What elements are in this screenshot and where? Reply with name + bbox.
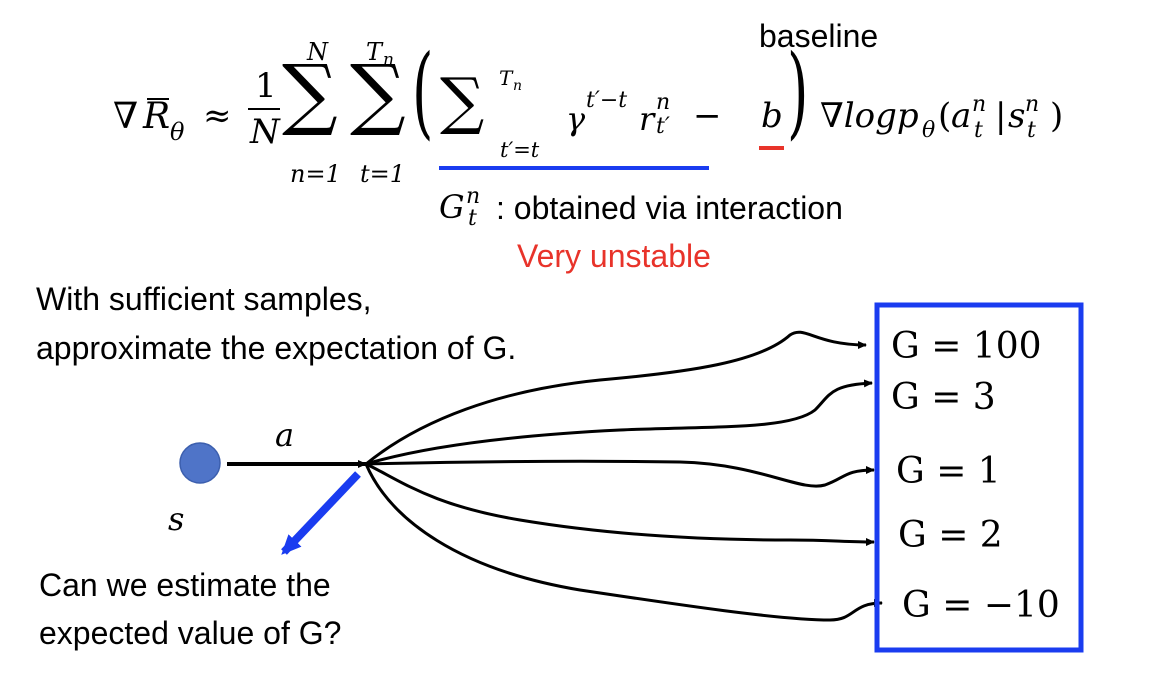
return-item: G = 1 bbox=[896, 451, 1001, 492]
g-subscript: t bbox=[468, 206, 477, 231]
grad-log-p: ∇logp bbox=[820, 96, 919, 136]
return-item: G = 100 bbox=[891, 326, 1042, 367]
question-line-1: Can we estimate the bbox=[39, 567, 331, 603]
sum3-sign: ∑ bbox=[440, 64, 485, 137]
close-paren: ) bbox=[1050, 96, 1064, 136]
sum3-upper-limit: T bbox=[499, 66, 513, 90]
g-description: : obtained via interaction bbox=[496, 190, 843, 226]
return-item: G = 2 bbox=[898, 515, 1003, 556]
right-big-paren: ) bbox=[787, 33, 809, 150]
baseline-underline bbox=[759, 146, 784, 150]
p-subscript-theta: θ bbox=[922, 118, 936, 143]
return-item: G = 3 bbox=[891, 377, 996, 418]
action-label: a bbox=[275, 416, 295, 454]
fraction-denominator: N bbox=[250, 112, 280, 152]
trajectory-to-g2 bbox=[365, 462, 875, 546]
baseline-label: baseline bbox=[759, 18, 879, 54]
open-paren: ( bbox=[938, 96, 952, 136]
trajectory-to-g1 bbox=[365, 459, 875, 488]
value-estimate-arrow bbox=[281, 471, 361, 555]
sum1-sign: ∑ bbox=[282, 49, 338, 139]
trajectory-to-g3 bbox=[365, 379, 873, 466]
reward-superscript: n bbox=[656, 90, 671, 115]
state-s: s bbox=[1008, 96, 1026, 136]
g-symbol: G bbox=[439, 188, 465, 226]
g-superscript: n bbox=[466, 184, 481, 209]
a-subscript: t bbox=[974, 118, 983, 143]
gamma-exponent: t′−t bbox=[586, 88, 628, 113]
reward-symbol: r bbox=[639, 100, 655, 138]
R-bar bbox=[147, 98, 169, 100]
fraction-bar bbox=[248, 108, 280, 110]
approx-symbol: ≈ bbox=[203, 96, 232, 136]
given-bar: | bbox=[995, 96, 1007, 136]
sum3-upper-subscript: n bbox=[513, 78, 523, 94]
left-big-paren: ( bbox=[412, 33, 434, 150]
sum3-lower-limit: t′=t bbox=[500, 138, 540, 162]
a-superscript: n bbox=[972, 92, 987, 117]
s-subscript: t bbox=[1027, 118, 1036, 143]
baseline-b: b bbox=[761, 96, 783, 136]
return-underline bbox=[439, 166, 709, 170]
unstable-label: Very unstable bbox=[517, 238, 711, 274]
sum2-lower-limit: t=1 bbox=[360, 160, 406, 188]
return-item: G = −10 bbox=[902, 585, 1060, 626]
sum2-upper-limit: T bbox=[366, 38, 383, 66]
state-label: s bbox=[168, 500, 185, 538]
sufficient-line-1: With sufficient samples, bbox=[36, 281, 372, 317]
trajectory-to-g100 bbox=[365, 330, 867, 466]
sum1-upper-limit: N bbox=[307, 38, 328, 66]
sum2-sign: ∑ bbox=[350, 49, 406, 139]
action-a: a bbox=[951, 96, 972, 136]
sum1-lower-limit: n=1 bbox=[290, 160, 341, 188]
trajectory-to-gminus10 bbox=[364, 463, 883, 622]
reward-subscript: t′ bbox=[656, 114, 670, 139]
sum2-upper-subscript: n bbox=[383, 50, 394, 70]
R-symbol: R bbox=[143, 96, 171, 137]
nabla-symbol: ∇ bbox=[113, 96, 139, 137]
gamma-symbol: γ bbox=[566, 100, 586, 138]
state-node bbox=[179, 442, 221, 484]
fraction-numerator: 1 bbox=[255, 66, 277, 106]
minus-symbol: − bbox=[693, 96, 722, 136]
question-line-2: expected value of G? bbox=[39, 615, 342, 651]
returns-box bbox=[874, 302, 1084, 653]
sufficient-line-2: approximate the expectation of G. bbox=[36, 330, 517, 366]
theta-subscript: θ bbox=[170, 118, 185, 146]
s-superscript: n bbox=[1025, 92, 1040, 117]
